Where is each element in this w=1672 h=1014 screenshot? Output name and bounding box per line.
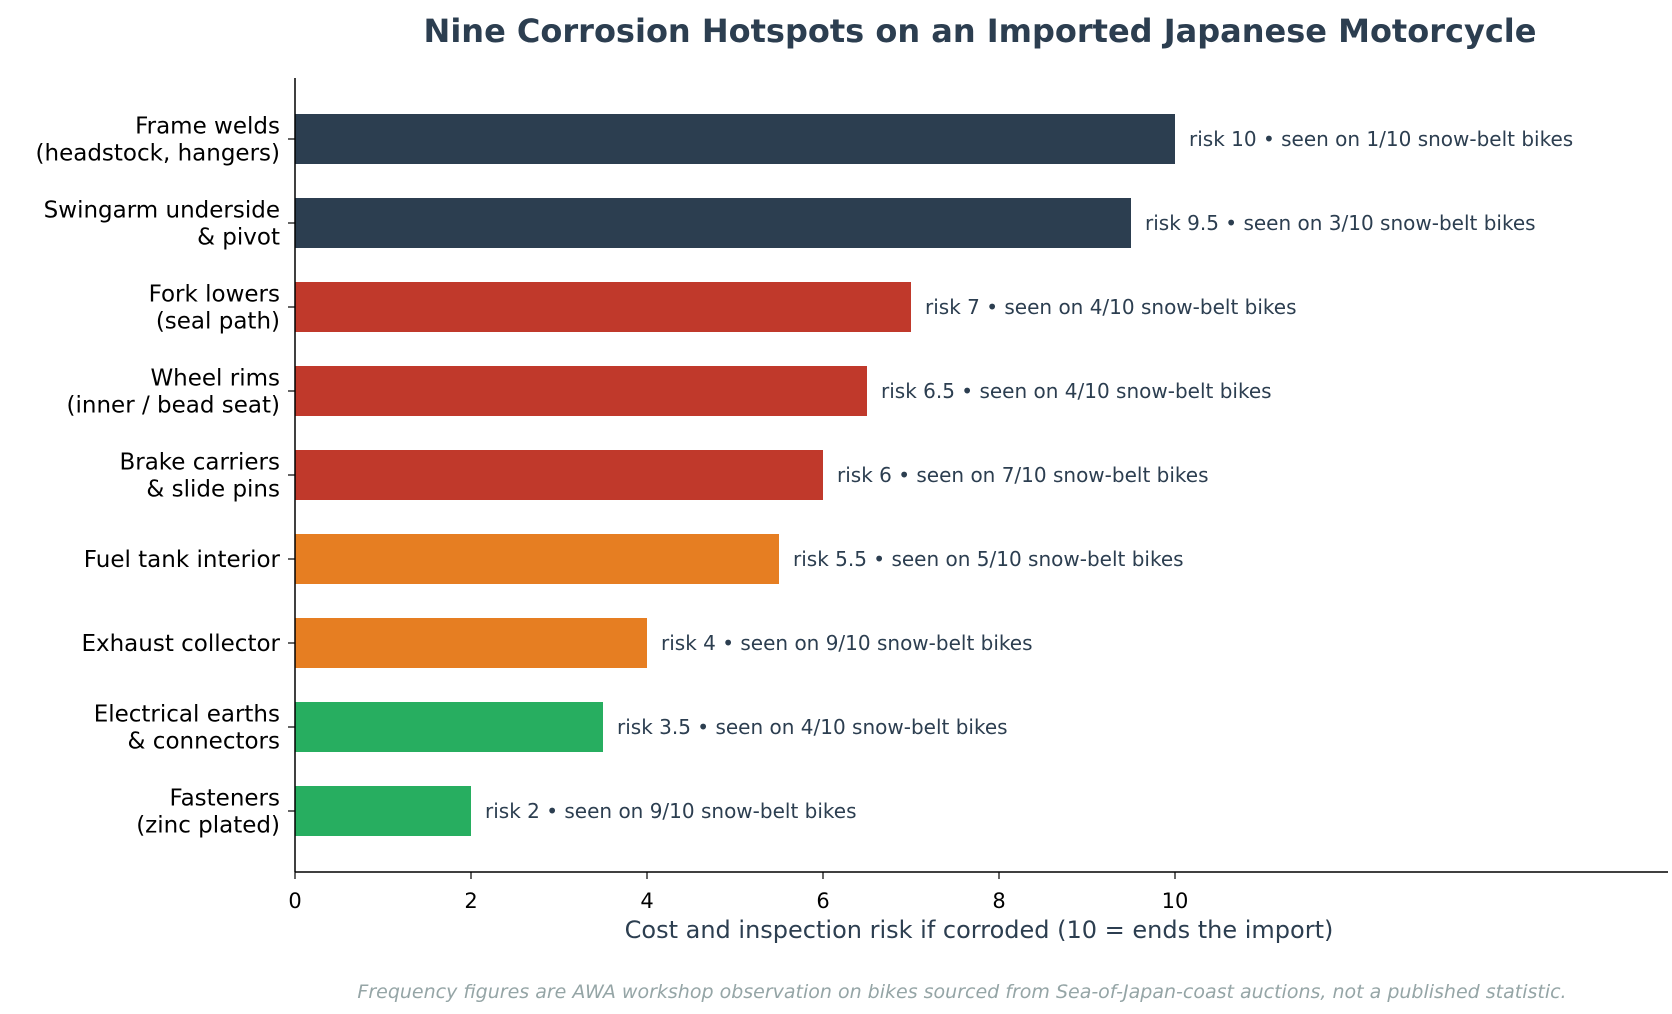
category-label: Electrical earths bbox=[94, 702, 280, 728]
x-tick-label: 10 bbox=[1162, 889, 1189, 913]
category-label: Wheel rims bbox=[150, 366, 280, 392]
bar bbox=[295, 282, 911, 332]
data-label: risk 6 • seen on 7/10 snow-belt bikes bbox=[837, 463, 1208, 487]
axes-layer: 0 2 4 6 8 10 Frame welds(headstock, hangers) Sw… bbox=[36, 78, 1668, 913]
category-label: & pivot bbox=[197, 225, 280, 251]
category-label: (seal path) bbox=[156, 309, 280, 335]
category-label: Swingarm underside bbox=[44, 198, 280, 224]
bar bbox=[295, 534, 779, 584]
bar bbox=[295, 114, 1175, 164]
x-tick-label: 8 bbox=[992, 889, 1005, 913]
data-label: risk 2 • seen on 9/10 snow-belt bikes bbox=[485, 799, 856, 823]
x-tick-label: 0 bbox=[288, 889, 301, 913]
category-label: (inner / bead seat) bbox=[67, 393, 280, 419]
x-tick-label: 6 bbox=[816, 889, 829, 913]
footnote: Frequency figures are AWA workshop obser… bbox=[357, 981, 1566, 1003]
bar bbox=[295, 786, 471, 836]
category-label: Brake carriers bbox=[119, 450, 280, 476]
bar bbox=[295, 618, 647, 668]
bar bbox=[295, 450, 823, 500]
data-label: risk 3.5 • seen on 4/10 snow-belt bikes bbox=[617, 715, 1008, 739]
category-label: Exhaust collector bbox=[81, 631, 280, 657]
bars-layer: risk 10 • seen on 1/10 snow-belt bikes ri… bbox=[295, 114, 1573, 836]
category-label: & connectors bbox=[128, 729, 280, 755]
category-label: Fasteners bbox=[169, 786, 280, 812]
data-label: risk 9.5 • seen on 3/10 snow-belt bikes bbox=[1145, 211, 1536, 235]
bar bbox=[295, 198, 1131, 248]
category-label: (headstock, hangers) bbox=[36, 141, 280, 167]
category-label: Fuel tank interior bbox=[84, 547, 281, 573]
category-label: Fork lowers bbox=[149, 282, 280, 308]
x-tick-label: 2 bbox=[464, 889, 477, 913]
category-label: & slide pins bbox=[146, 477, 280, 503]
data-label: risk 7 • seen on 4/10 snow-belt bikes bbox=[925, 295, 1296, 319]
category-label: (zinc plated) bbox=[136, 813, 280, 839]
category-label: Frame welds bbox=[135, 114, 280, 140]
chart-title: Nine Corrosion Hotspots on an Imported J… bbox=[424, 12, 1537, 50]
data-label: risk 5.5 • seen on 5/10 snow-belt bikes bbox=[793, 547, 1184, 571]
x-tick-label: 4 bbox=[640, 889, 653, 913]
data-label: risk 10 • seen on 1/10 snow-belt bikes bbox=[1189, 127, 1573, 151]
x-axis-label: Cost and inspection risk if corroded (10… bbox=[625, 916, 1334, 944]
bar bbox=[295, 366, 867, 416]
bar bbox=[295, 702, 603, 752]
data-label: risk 4 • seen on 9/10 snow-belt bikes bbox=[661, 631, 1032, 655]
data-label: risk 6.5 • seen on 4/10 snow-belt bikes bbox=[881, 379, 1272, 403]
